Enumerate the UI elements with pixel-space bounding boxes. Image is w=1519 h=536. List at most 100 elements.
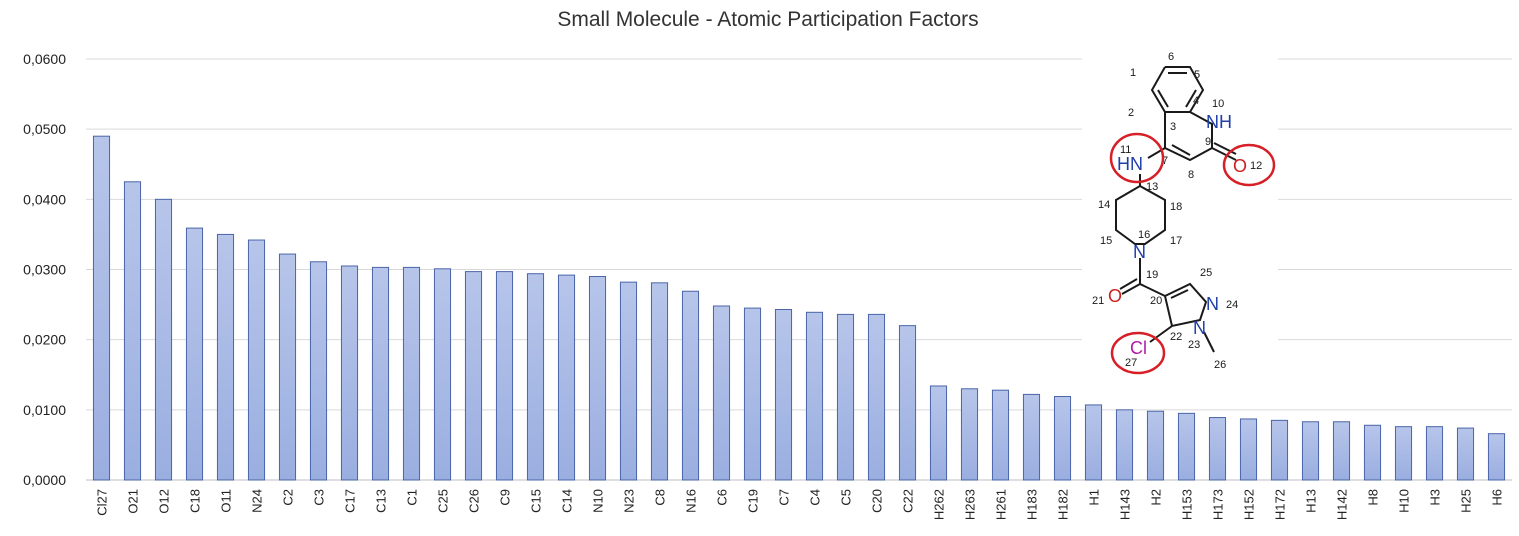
atom-number-6: 6 [1168, 51, 1174, 63]
x-tick-label: H172 [1273, 489, 1288, 520]
x-tick-label: H261 [994, 489, 1009, 520]
x-tick-label: N10 [591, 489, 606, 513]
bar-c20 [867, 313, 886, 481]
molecule-background [1082, 44, 1278, 384]
x-tick-label: H25 [1459, 489, 1474, 513]
x-tick-label: H183 [1025, 489, 1040, 520]
atom-number-21: 21 [1092, 295, 1104, 307]
x-tick-label: C14 [560, 489, 575, 513]
bar-h173 [1208, 417, 1227, 481]
atom-number-3: 3 [1170, 121, 1176, 133]
x-tick-label: C3 [312, 489, 327, 506]
x-tick-label: H10 [1397, 489, 1412, 513]
x-tick-label: H8 [1366, 489, 1381, 506]
x-tick-label: C6 [715, 489, 730, 506]
bars [92, 135, 1506, 481]
bar-h8 [1363, 424, 1382, 481]
x-tick-label: H142 [1335, 489, 1350, 520]
atom-number-19: 19 [1146, 269, 1158, 281]
gridlines [86, 58, 1512, 481]
bar-c6 [712, 305, 731, 481]
bond-c22-cl27 [1149, 325, 1173, 343]
bar-h1 [1084, 404, 1103, 481]
highlight-cl27 [1110, 331, 1166, 375]
bar-c9 [495, 271, 514, 481]
bar-c22 [898, 325, 917, 481]
atom-number-18: 18 [1170, 201, 1182, 213]
atom-number-5: 5 [1194, 69, 1200, 81]
bar-h152 [1239, 418, 1258, 481]
atom-number-22: 22 [1170, 331, 1182, 343]
x-tick-label: C7 [777, 489, 792, 506]
bar-c3 [309, 261, 328, 481]
x-axis-ticks: Cl27 O21 O12 C18 O11 N24 C2 C3 C17 C13 C1 C25 C26 C9 C… [95, 489, 1505, 520]
x-tick-label: C13 [374, 489, 389, 513]
x-tick-label: C19 [746, 489, 761, 513]
bar-h153 [1177, 412, 1196, 481]
y-axis-ticks: 0,0000 0,0100 0,0200 0,0300 0,0400 0,0500 0,06… [23, 51, 66, 488]
atom-hn11: HN [1117, 154, 1143, 174]
y-tick-label: 0,0200 [23, 332, 66, 348]
bond-n23-c26 [1203, 331, 1215, 353]
bond-pyridinone [1164, 111, 1213, 162]
bar-c2 [278, 253, 297, 481]
atom-n23: N [1193, 318, 1206, 338]
atom-o12: O [1233, 156, 1247, 176]
atom-number-11: 11 [1120, 144, 1131, 156]
atom-number-23: 23 [1188, 339, 1200, 351]
x-tick-label: H263 [963, 489, 978, 520]
atom-number-25: 25 [1200, 267, 1212, 279]
x-tick-label: H153 [1180, 489, 1195, 520]
bond-benzene-inner-2 [1185, 89, 1197, 108]
y-tick-label: 0,0600 [23, 51, 66, 67]
x-tick-label: C17 [343, 489, 358, 513]
y-tick-label: 0,0500 [23, 121, 66, 137]
x-tick-label: O12 [157, 489, 172, 514]
x-tick-label: C15 [529, 489, 544, 513]
x-tick-label: O11 [219, 489, 234, 513]
atom-number-7: 7 [1162, 155, 1168, 167]
y-tick-label: 0,0100 [23, 402, 66, 418]
x-tick-label: C5 [839, 489, 854, 506]
y-tick-label: 0,0300 [23, 262, 66, 278]
bar-h25 [1456, 427, 1475, 481]
atom-o21: O [1108, 286, 1122, 306]
atom-number-13: 13 [1146, 181, 1158, 193]
x-tick-label: N24 [250, 489, 265, 513]
bond-c19-o21-double [1119, 278, 1138, 290]
x-tick-label: H152 [1242, 489, 1257, 520]
y-tick-label: 0,0400 [23, 191, 66, 207]
atom-number-17: 17 [1170, 235, 1182, 247]
bar-c26 [464, 271, 483, 481]
x-tick-label: H262 [932, 489, 947, 520]
bond-c9-o12 [1211, 147, 1237, 161]
atom-number-1: 1 [1130, 67, 1136, 79]
bar-h263 [960, 388, 979, 481]
atom-number-26: 26 [1214, 359, 1226, 371]
molecule-structure: NH HN O N O N N Cl 1 2 3 4 5 6 7 8 9 10 … [1082, 44, 1278, 384]
bar-n10 [588, 276, 607, 481]
bar-c7 [774, 308, 793, 481]
atom-nh10: NH [1206, 112, 1232, 132]
atom-number-24: 24 [1226, 299, 1238, 311]
atom-number-27: 27 [1125, 357, 1137, 369]
bar-h142 [1332, 421, 1351, 481]
x-tick-label: C22 [901, 489, 916, 513]
highlight-hn11 [1109, 132, 1165, 184]
x-tick-label: N16 [684, 489, 699, 513]
bar-h172 [1270, 419, 1289, 481]
bar-o11 [216, 233, 235, 481]
x-tick-label: C1 [405, 489, 420, 506]
bar-h261 [991, 389, 1010, 481]
bar-c19 [743, 307, 762, 481]
bar-c13 [371, 266, 390, 481]
bar-h6 [1487, 433, 1506, 481]
x-tick-label: H182 [1056, 489, 1071, 520]
bar-h183 [1022, 393, 1041, 481]
x-tick-label: H13 [1304, 489, 1319, 513]
x-tick-label: H3 [1428, 489, 1443, 506]
bar-h262 [929, 385, 948, 481]
bar-c8 [650, 282, 669, 481]
x-tick-label: C26 [467, 489, 482, 513]
